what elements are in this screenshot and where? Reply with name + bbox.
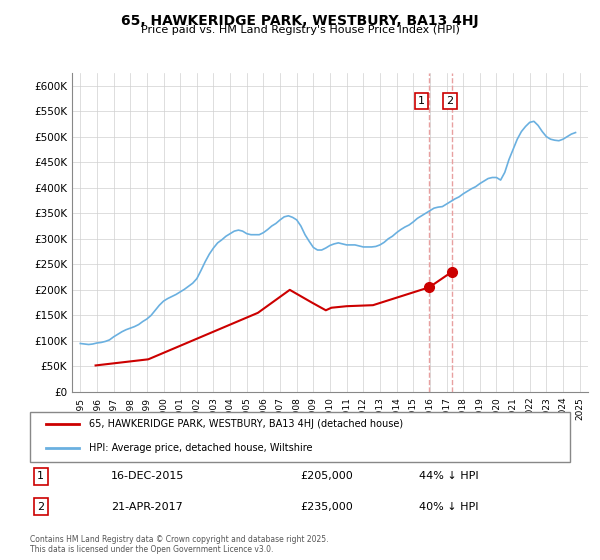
Text: 1: 1 (37, 472, 44, 482)
Text: 21-APR-2017: 21-APR-2017 (111, 502, 183, 512)
Text: Contains HM Land Registry data © Crown copyright and database right 2025.
This d: Contains HM Land Registry data © Crown c… (30, 535, 329, 554)
Text: 44% ↓ HPI: 44% ↓ HPI (419, 472, 478, 482)
Text: 2: 2 (446, 96, 454, 106)
Text: 16-DEC-2015: 16-DEC-2015 (111, 472, 184, 482)
Text: £205,000: £205,000 (300, 472, 353, 482)
Text: 1: 1 (418, 96, 425, 106)
Text: HPI: Average price, detached house, Wiltshire: HPI: Average price, detached house, Wilt… (89, 443, 313, 453)
FancyBboxPatch shape (30, 412, 570, 462)
Text: 40% ↓ HPI: 40% ↓ HPI (419, 502, 478, 512)
Text: 2: 2 (37, 502, 44, 512)
Text: Price paid vs. HM Land Registry's House Price Index (HPI): Price paid vs. HM Land Registry's House … (140, 25, 460, 35)
Text: 65, HAWKERIDGE PARK, WESTBURY, BA13 4HJ (detached house): 65, HAWKERIDGE PARK, WESTBURY, BA13 4HJ … (89, 419, 404, 429)
Text: 65, HAWKERIDGE PARK, WESTBURY, BA13 4HJ: 65, HAWKERIDGE PARK, WESTBURY, BA13 4HJ (121, 14, 479, 28)
Text: £235,000: £235,000 (300, 502, 353, 512)
